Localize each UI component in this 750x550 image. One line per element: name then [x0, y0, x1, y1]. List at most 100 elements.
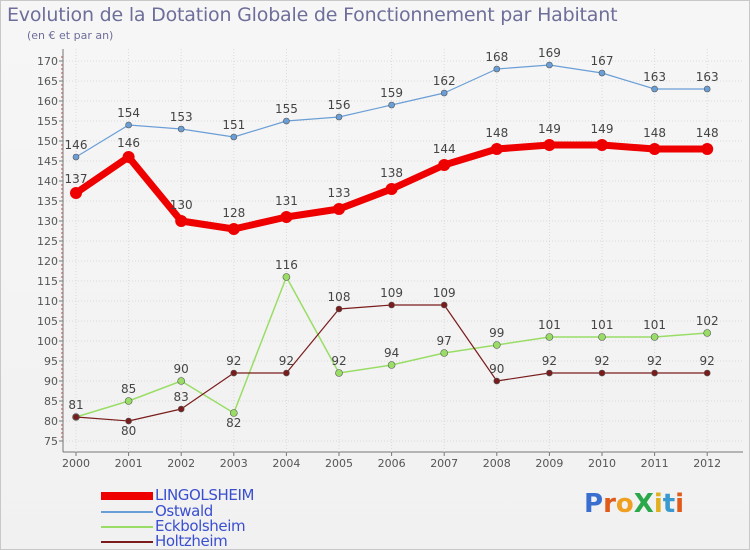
- y-minor-tick: [61, 372, 63, 374]
- data-label-ostwald: 167: [591, 54, 614, 68]
- y-minor-tick: [61, 384, 63, 386]
- y-minor-tick: [61, 128, 63, 130]
- y-minor-tick: [61, 228, 63, 230]
- x-tick-label: 2001: [115, 457, 143, 470]
- y-minor-tick: [61, 404, 63, 406]
- data-label-eckbolsheim: 92: [331, 354, 346, 368]
- data-label-eckbolsheim: 85: [121, 382, 136, 396]
- y-minor-tick: [61, 296, 63, 298]
- x-tick-label: 2005: [325, 457, 353, 470]
- y-minor-tick: [61, 236, 63, 238]
- data-label-ostwald: 163: [696, 70, 719, 84]
- y-minor-tick: [61, 276, 63, 278]
- data-label-ostwald: 146: [65, 138, 88, 152]
- y-tick-label: 170: [37, 55, 58, 68]
- data-label-lingolsheim: 144: [433, 142, 456, 156]
- data-point-ostwald: [125, 121, 132, 129]
- y-minor-tick: [61, 304, 63, 306]
- x-tick-label: 2004: [272, 457, 300, 470]
- data-point-lingolsheim: [385, 183, 398, 195]
- x-tick-label: 2002: [167, 457, 195, 470]
- data-point-holtzheim: [177, 405, 185, 413]
- data-label-lingolsheim: 133: [328, 186, 351, 200]
- y-minor-tick: [61, 152, 63, 154]
- y-minor-tick: [61, 324, 63, 326]
- data-point-lingolsheim: [122, 151, 135, 163]
- data-point-holtzheim: [440, 301, 448, 309]
- data-label-holtzheim: 80: [121, 424, 136, 438]
- data-point-lingolsheim: [596, 139, 608, 151]
- y-minor-tick: [61, 136, 63, 138]
- y-minor-tick: [61, 376, 63, 378]
- data-label-eckbolsheim: 82: [226, 416, 241, 430]
- data-point-ostwald: [651, 85, 658, 93]
- data-point-eckbolsheim: [387, 361, 396, 369]
- data-point-ostwald: [546, 61, 553, 69]
- y-tick-label: 145: [37, 155, 58, 168]
- y-minor-tick: [61, 344, 63, 346]
- data-point-holtzheim: [546, 369, 553, 377]
- y-tick-label: 90: [44, 375, 58, 388]
- y-minor-tick: [61, 104, 63, 106]
- y-tick-label: 100: [37, 335, 58, 348]
- data-point-lingolsheim: [227, 223, 240, 235]
- data-label-holtzheim: 92: [226, 354, 241, 368]
- data-point-eckbolsheim: [492, 341, 501, 349]
- data-label-ostwald: 156: [328, 98, 351, 112]
- y-tick-label: 115: [37, 275, 58, 288]
- y-minor-tick: [61, 112, 63, 114]
- data-label-lingolsheim: 148: [643, 126, 666, 140]
- y-minor-tick: [61, 332, 63, 334]
- data-label-ostwald: 151: [222, 118, 245, 132]
- y-minor-tick: [61, 108, 63, 110]
- x-tick-label: 2000: [62, 457, 90, 470]
- legend-label: Holtzheim: [155, 532, 228, 550]
- legend-swatch: [101, 526, 153, 528]
- y-minor-tick: [61, 176, 63, 178]
- data-label-holtzheim: 92: [594, 354, 609, 368]
- data-label-lingolsheim: 149: [538, 122, 561, 136]
- data-label-eckbolsheim: 81: [68, 398, 83, 412]
- y-minor-tick: [61, 188, 63, 190]
- y-minor-tick: [61, 356, 63, 358]
- data-label-holtzheim: 92: [279, 354, 294, 368]
- data-point-holtzheim: [72, 413, 80, 421]
- y-minor-tick: [61, 196, 63, 198]
- x-tick-label: 2011: [641, 457, 669, 470]
- y-minor-tick: [61, 308, 63, 310]
- data-label-ostwald: 169: [538, 46, 561, 60]
- y-tick-label: 130: [37, 215, 58, 228]
- proxiti-logo: ProXiti: [584, 489, 684, 519]
- data-point-eckbolsheim: [124, 397, 133, 405]
- data-point-eckbolsheim: [177, 377, 185, 385]
- data-point-ostwald: [493, 65, 501, 73]
- data-label-holtzheim: 83: [174, 390, 189, 404]
- data-point-eckbolsheim: [650, 333, 659, 341]
- data-label-lingolsheim: 138: [380, 166, 403, 180]
- data-point-eckbolsheim: [440, 349, 449, 357]
- data-point-eckbolsheim: [335, 369, 343, 377]
- data-label-lingolsheim: 149: [591, 122, 614, 136]
- y-tick-label: 160: [37, 95, 58, 108]
- data-label-holtzheim: 92: [542, 354, 557, 368]
- data-point-eckbolsheim: [230, 409, 238, 417]
- y-minor-tick: [61, 352, 63, 354]
- data-label-eckbolsheim: 101: [643, 318, 666, 332]
- data-point-ostwald: [230, 133, 238, 141]
- y-minor-tick: [61, 284, 63, 286]
- y-minor-tick: [61, 232, 63, 234]
- y-minor-tick: [61, 76, 63, 78]
- data-point-lingolsheim: [280, 211, 293, 223]
- y-minor-tick: [61, 424, 63, 426]
- data-point-ostwald: [388, 101, 395, 109]
- data-label-holtzheim: 92: [700, 354, 715, 368]
- data-label-holtzheim: 92: [647, 354, 662, 368]
- y-tick-label: 95: [44, 355, 58, 368]
- y-minor-tick: [61, 56, 63, 58]
- y-tick-label: 105: [37, 315, 58, 328]
- y-minor-tick: [61, 316, 63, 318]
- chart-subtitle: (en € et par an): [27, 29, 114, 42]
- data-point-ostwald: [598, 69, 606, 77]
